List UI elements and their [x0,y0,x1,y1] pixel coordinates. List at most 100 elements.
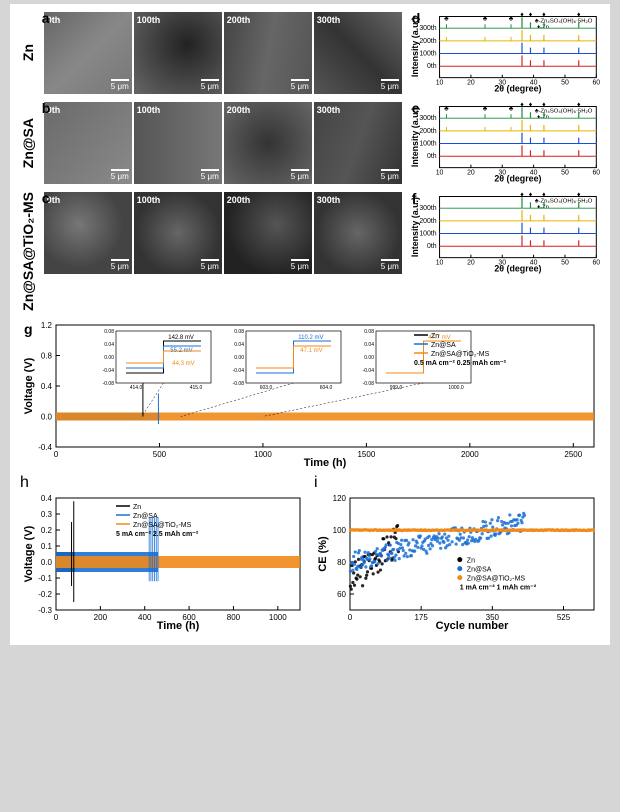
cycle-label: 300th [317,15,341,25]
svg-text:Zn@SA@TiO₂-MS: Zn@SA@TiO₂-MS [467,575,526,582]
svg-text:40: 40 [530,260,538,267]
svg-text:200th: 200th [419,218,436,225]
svg-text:0: 0 [54,450,59,459]
svg-text:0.08: 0.08 [234,329,244,335]
svg-text:-0.04: -0.04 [103,368,115,374]
svg-text:200: 200 [94,613,108,622]
svg-text:0.0: 0.0 [41,558,53,567]
panel-label: e [412,100,420,116]
sem-image: 200th 5 μm [224,102,312,184]
sem-image: 0th5 μm [44,192,132,274]
scale-bar: 5 μm [111,169,129,181]
svg-text:0.4: 0.4 [41,494,53,503]
sem-image: 0th5 μm [44,12,132,94]
svg-text:80: 80 [337,558,346,567]
svg-text:10: 10 [435,170,443,177]
sample-label: Zn@SA@TiO₂-MS [20,192,38,311]
svg-text:0th: 0th [427,243,437,250]
scale-bar: 5 μm [201,259,219,271]
svg-text:604.0: 604.0 [320,385,333,391]
svg-text:100: 100 [333,526,347,535]
svg-text:-0.08: -0.08 [363,381,375,387]
svg-text:Zn: Zn [431,333,439,340]
scale-bar: 5 μm [111,79,129,91]
cycle-label: 100th [137,15,161,25]
svg-text:0.2: 0.2 [41,526,53,535]
svg-text:400: 400 [138,613,152,622]
svg-text:Zn@SA: Zn@SA [467,566,492,573]
svg-text:♦: ♦ [577,192,581,198]
panel-label: g [24,321,33,337]
svg-text:47.1 mV: 47.1 mV [300,348,322,354]
ce-scatter-plot: iCE (%)Cycle number01753505256080100120Z… [314,474,600,637]
svg-text:Time (h): Time (h) [304,457,347,469]
sem-image: 100th5 μm [134,102,222,184]
svg-text:-0.2: -0.2 [38,590,52,599]
svg-text:60: 60 [337,590,346,599]
cycle-label: 200th [227,105,251,115]
svg-text:50: 50 [561,260,569,267]
voltage-time-plot-g: gVoltage (V)Time (h)05001000150020002500… [20,319,600,474]
svg-text:2000: 2000 [461,450,479,459]
svg-text:♦: ♦ [528,12,532,18]
svg-text:♣: ♣ [482,15,487,22]
svg-text:300th: 300th [419,25,436,32]
svg-text:60: 60 [592,170,600,177]
svg-text:-0.1: -0.1 [38,574,52,583]
svg-text:♣: ♣ [482,105,487,112]
svg-text:0.04: 0.04 [104,342,114,348]
svg-text:800: 800 [227,613,241,622]
svg-text:0.5 mA cm⁻² 0.25 mAh cm⁻²: 0.5 mA cm⁻² 0.25 mAh cm⁻² [414,360,507,367]
scale-bar: 5 μm [381,259,399,271]
svg-text:0.0: 0.0 [41,412,53,421]
svg-text:♦: ♦ [520,102,524,108]
svg-text:0: 0 [54,613,59,622]
sem-image: 100th 5 μm [134,192,222,274]
scale-bar: 5 μm [381,169,399,181]
svg-text:1000: 1000 [254,450,272,459]
svg-text:60: 60 [592,260,600,267]
svg-text:Voltage (V): Voltage (V) [23,525,35,582]
svg-text:30: 30 [498,80,506,87]
svg-text:♦: ♦ [520,192,524,198]
svg-text:0.00: 0.00 [104,355,114,361]
svg-text:110.2 mV: 110.2 mV [298,335,323,341]
svg-text:0.08: 0.08 [104,329,114,335]
voltage-time-plot-h: hVoltage (V)Time (h)02004006008001000-0.… [20,474,306,637]
svg-text:Zn: Zn [133,504,141,511]
svg-text:100th: 100th [419,51,436,58]
sem-image: 300th 5 μm [314,102,402,184]
svg-text:♦: ♦ [520,12,524,18]
scale-bar: 5 μm [291,169,309,181]
svg-text:20: 20 [467,170,475,177]
svg-text:2500: 2500 [564,450,582,459]
svg-text:1 mA cm⁻² 1 mAh cm⁻²: 1 mA cm⁻² 1 mAh cm⁻² [460,584,537,591]
svg-text:0th: 0th [427,153,437,160]
svg-text:0.00: 0.00 [234,355,244,361]
sem-image: 200th5 μm [224,192,312,274]
sample-label: Zn@SA [20,118,38,168]
xrd-plot: dIntensity (a.u.)2θ (degree)102030405060… [408,12,600,94]
svg-text:50: 50 [561,80,569,87]
sample-label: Zn [20,44,38,61]
svg-text:♣: ♣ [444,15,449,22]
svg-text:10: 10 [435,260,443,267]
svg-text:60: 60 [592,80,600,87]
svg-text:0th: 0th [427,63,437,70]
panel-label: f [412,190,417,206]
cycle-label: 100th [137,195,161,205]
scale-bar: 5 μm [381,79,399,91]
svg-text:Intensity (a.u.): Intensity (a.u.) [410,197,420,257]
cycle-label: 300th [317,105,341,115]
xrd-plot: eIntensity (a.u.)2θ (degree)102030405060… [408,102,600,184]
svg-text:414.0: 414.0 [130,385,143,391]
svg-text:1000: 1000 [269,613,287,622]
svg-text:999.0: 999.0 [390,385,403,391]
svg-text:0.04: 0.04 [234,342,244,348]
svg-text:300th: 300th [419,115,436,122]
scale-bar: 5 μm [111,259,129,271]
svg-text:Zn: Zn [467,557,475,564]
svg-text:♦: ♦ [577,102,581,108]
svg-text:30: 30 [498,170,506,177]
sem-image: 200th5 μm [224,12,312,94]
